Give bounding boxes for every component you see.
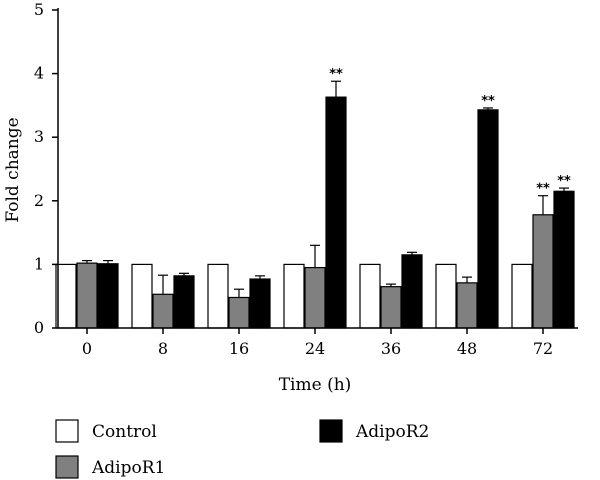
x-tick-label: 16 xyxy=(229,339,249,358)
bar-control-0h xyxy=(55,263,77,329)
bars-layer xyxy=(55,96,575,329)
bar-control-72h xyxy=(511,263,533,329)
legend-label-control: Control xyxy=(92,422,157,442)
x-tick-label: 0 xyxy=(82,339,92,358)
significance-marker: ** xyxy=(536,182,550,197)
y-tick-label: 4 xyxy=(34,64,44,83)
bar-adipor2-24h xyxy=(325,96,347,329)
legend: Control AdipoR1 AdipoR2 xyxy=(55,419,429,479)
y-tick-label: 5 xyxy=(34,0,44,19)
bar-adipor1-8h xyxy=(152,293,174,329)
bar-control-24h xyxy=(283,263,305,329)
x-tick-label: 24 xyxy=(305,339,325,358)
y-tick-label: 3 xyxy=(34,127,44,146)
legend-swatch-control xyxy=(55,419,79,443)
bar-adipor1-16h xyxy=(228,296,250,329)
bar-control-36h xyxy=(359,263,381,329)
x-ticks: 0 8 16 24 36 48 72 xyxy=(82,328,553,358)
bar-adipor1-72h xyxy=(532,214,554,329)
significance-marker: ** xyxy=(557,174,571,189)
legend-swatch-adipor2 xyxy=(319,419,343,443)
y-tick-label: 0 xyxy=(34,318,44,337)
bar-adipor2-36h xyxy=(401,254,423,329)
x-tick-label: 48 xyxy=(457,339,477,358)
bar-adipor2-48h xyxy=(477,109,499,329)
bar-adipor2-72h xyxy=(553,190,575,329)
bar-adipor1-48h xyxy=(456,282,478,329)
legend-label-adipor2: AdipoR2 xyxy=(355,422,429,442)
x-tick-label: 8 xyxy=(158,339,168,358)
y-tick-label: 2 xyxy=(34,191,44,210)
bar-adipor1-24h xyxy=(304,266,326,329)
bar-control-8h xyxy=(131,263,153,329)
bar-adipor2-16h xyxy=(249,278,271,329)
legend-swatch-adipor1 xyxy=(55,455,79,479)
bar-adipor2-0h xyxy=(97,263,119,329)
x-tick-label: 36 xyxy=(381,339,401,358)
x-axis-title: Time (h) xyxy=(279,375,352,395)
significance-marker: ** xyxy=(329,67,343,82)
axes xyxy=(57,8,578,329)
y-tick-label: 1 xyxy=(34,254,44,273)
y-ticks: 0 1 2 3 4 5 xyxy=(34,0,58,337)
significance-layer: ** ** ** ** xyxy=(329,67,571,196)
bar-adipor2-8h xyxy=(173,275,195,329)
bar-adipor1-36h xyxy=(380,286,402,329)
significance-marker: ** xyxy=(481,94,495,109)
bar-control-16h xyxy=(207,263,229,329)
bar-adipor1-0h xyxy=(76,262,98,329)
y-axis-title: Fold change xyxy=(3,117,23,222)
x-tick-label: 72 xyxy=(533,339,553,358)
bar-control-48h xyxy=(435,263,457,329)
legend-label-adipor1: AdipoR1 xyxy=(91,458,165,478)
error-bars-layer xyxy=(82,80,569,298)
